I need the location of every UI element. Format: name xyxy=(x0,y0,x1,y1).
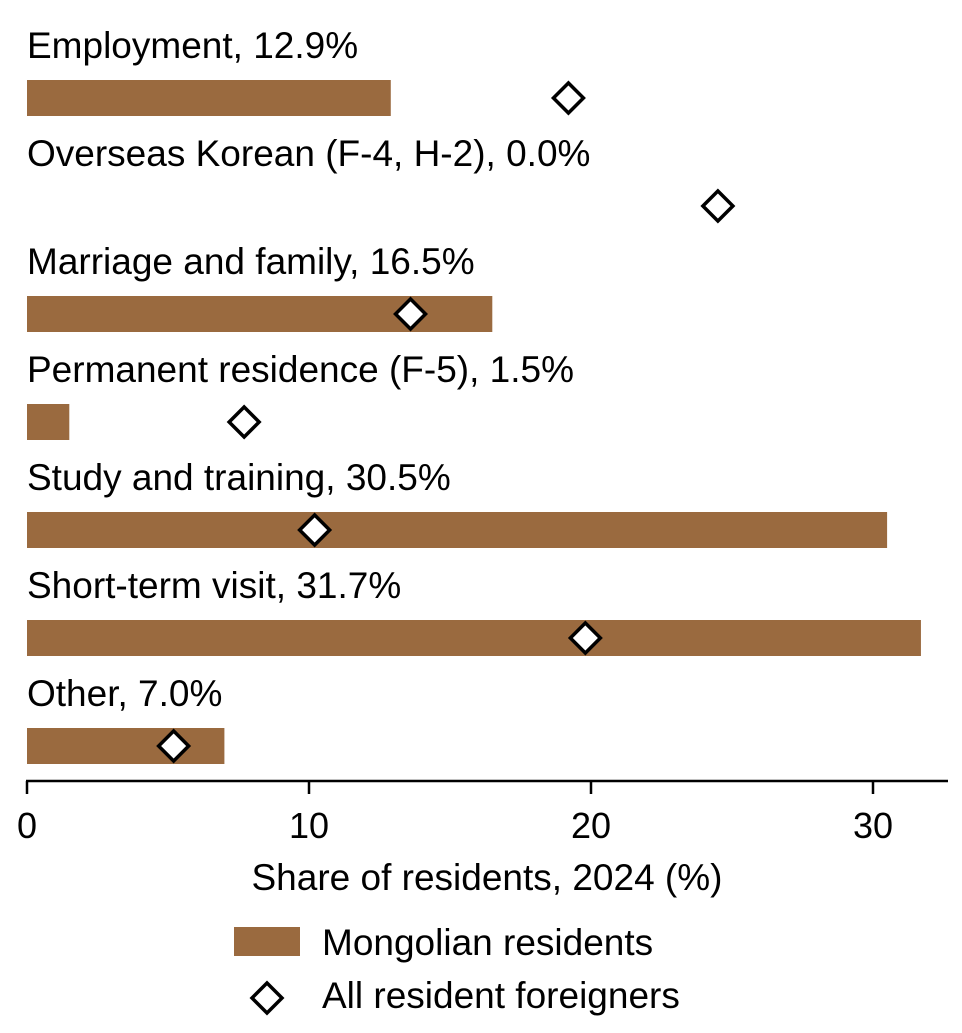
category-label-employment: Employment, 12.9% xyxy=(27,25,358,66)
category-label-permanent-residence-f-5: Permanent residence (F-5), 1.5% xyxy=(27,349,574,390)
marker-permanent-residence-f-5 xyxy=(226,404,262,440)
category-label-study-and-training: Study and training, 30.5% xyxy=(27,457,451,498)
bar-employment xyxy=(27,80,391,116)
marker-marriage-and-family xyxy=(393,296,428,332)
category-label-other: Other, 7.0% xyxy=(27,673,222,714)
x-axis: 0 10 20 30 xyxy=(17,779,948,846)
marker-employment xyxy=(550,80,586,116)
legend: Mongolian residents All resident foreign… xyxy=(234,922,680,1016)
legend-swatch-mongolian-residents xyxy=(234,927,300,956)
category-label-marriage-and-family: Marriage and family, 16.5% xyxy=(27,241,475,282)
x-tick-label-10: 10 xyxy=(289,805,329,846)
marker-overseas-korean-f-4-h-2 xyxy=(700,188,736,224)
x-tick-label-0: 0 xyxy=(17,805,37,846)
chart-rows: Employment, 12.9% Overseas Korean (F-4, H… xyxy=(27,25,921,764)
legend-label-mongolian-residents: Mongolian residents xyxy=(322,922,653,963)
bar-study-and-training xyxy=(27,512,888,548)
marker-study-and-training xyxy=(297,512,333,548)
marker-other xyxy=(156,728,192,764)
bar-permanent-residence-f-5 xyxy=(27,404,70,440)
marker-short-term-visit xyxy=(567,620,603,656)
bar-short-term-visit xyxy=(27,620,921,656)
legend-label-all-resident-foreigners: All resident foreigners xyxy=(322,975,680,1016)
x-tick-label-30: 30 xyxy=(853,805,893,846)
bar-other xyxy=(27,728,225,764)
x-axis-title: Share of residents, 2024 (%) xyxy=(252,857,723,898)
category-label-overseas-korean-f-4-h-2: Overseas Korean (F-4, H-2), 0.0% xyxy=(27,133,590,174)
x-tick-label-20: 20 xyxy=(571,805,611,846)
category-label-short-term-visit: Short-term visit, 31.7% xyxy=(27,565,401,606)
legend-marker-all-resident-foreigners xyxy=(249,980,285,1016)
